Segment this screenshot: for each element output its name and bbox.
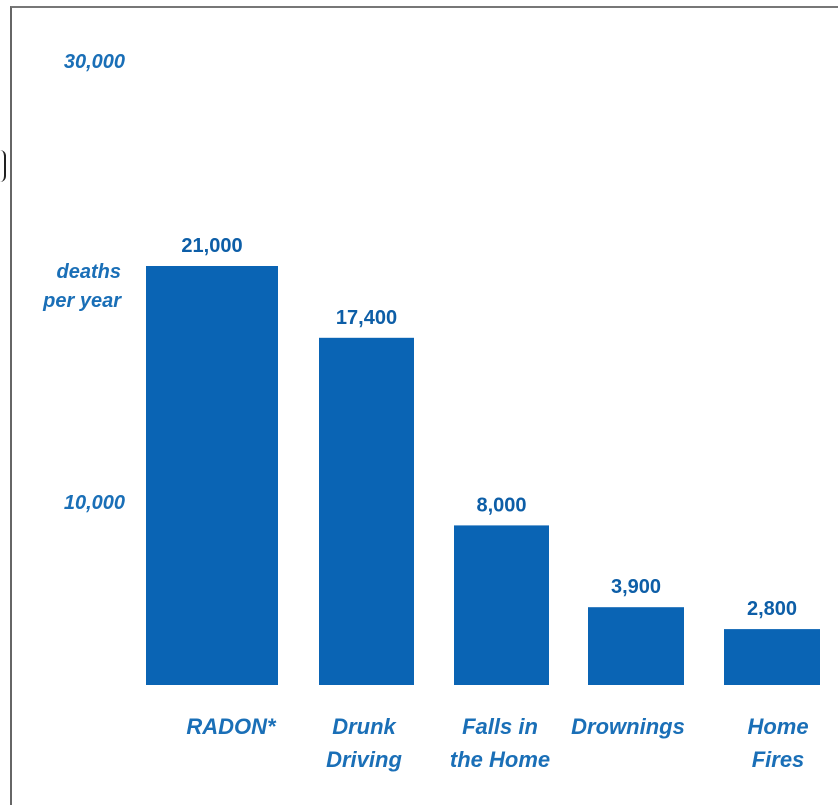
category-label: Falls in [462, 714, 538, 739]
y-axis-label-line-1: deaths [57, 261, 121, 283]
bar [724, 629, 820, 685]
data-label: 3,900 [611, 576, 661, 598]
bars [146, 266, 820, 685]
y-axis-ticks: 30,000 10,000 [64, 51, 125, 514]
data-label: 17,400 [336, 307, 397, 329]
edge-bracket-mark [0, 150, 6, 182]
category-label: Drunk [332, 714, 397, 739]
category-label: RADON* [186, 714, 277, 739]
data-label: 2,800 [747, 598, 797, 620]
y-tick-label: 10,000 [64, 492, 125, 514]
category-label: Fires [752, 747, 805, 772]
y-tick-label: 30,000 [64, 51, 125, 73]
data-label: 21,000 [181, 235, 242, 257]
y-axis-label: deaths per year [42, 261, 122, 312]
category-label: Drownings [571, 714, 685, 739]
category-labels: RADON* Drunk Driving Falls in the Home Drowni… [186, 714, 808, 772]
category-label: the Home [450, 747, 550, 772]
value-labels: 21,000 17,400 8,000 3,900 2,800 [181, 235, 797, 620]
category-label: Home [747, 714, 808, 739]
bar [319, 337, 414, 685]
bar [454, 525, 549, 685]
bar [588, 607, 684, 685]
data-label: 8,000 [476, 494, 526, 516]
y-axis-label-line-2: per year [42, 290, 122, 312]
category-label: Driving [326, 747, 402, 772]
bar [146, 266, 278, 685]
